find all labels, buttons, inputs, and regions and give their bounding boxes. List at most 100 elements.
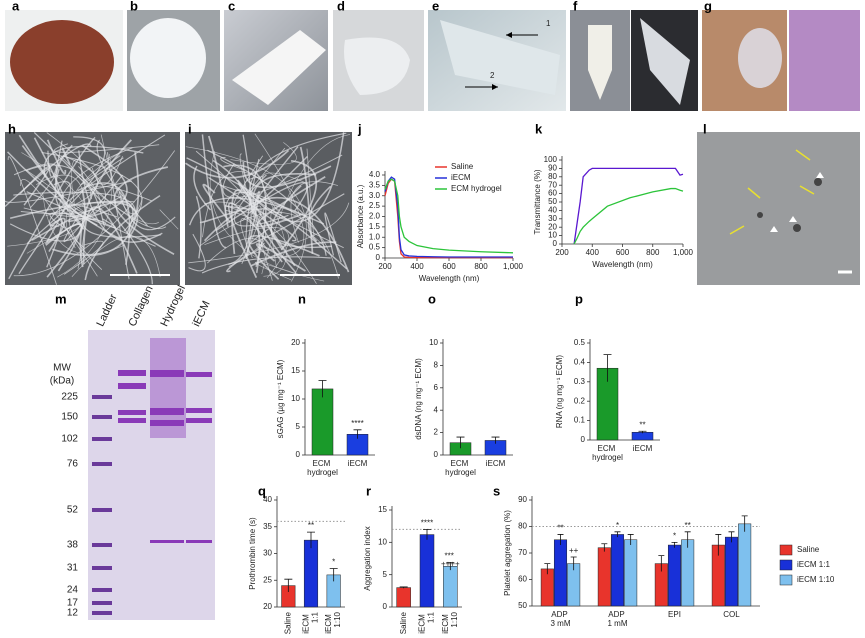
line: [384, 178, 514, 254]
error-bar: [741, 515, 748, 532]
panel-letter: j: [357, 121, 362, 136]
y-tick-label: 80: [518, 522, 527, 531]
y-axis-label: Aggregation index: [363, 526, 372, 591]
x-tick-label: 200: [378, 262, 392, 271]
error-bar: [614, 531, 621, 538]
arrowhead: [506, 32, 512, 38]
y-tick-label: 6: [434, 383, 439, 392]
error-bar: [307, 531, 315, 549]
bar: [303, 539, 319, 608]
ladder-band: [92, 601, 112, 605]
fiber: [207, 135, 229, 227]
legend-label: Saline: [451, 162, 474, 171]
legend-swatch: [779, 544, 793, 556]
fiber: [25, 164, 105, 226]
x-tick-label: Saline: [283, 611, 292, 634]
bar: [553, 539, 568, 607]
bands: [118, 370, 212, 543]
y-tick-label: 30: [548, 214, 557, 223]
error-bar: [638, 430, 647, 434]
fiber: [186, 157, 267, 211]
y-axis-label: Absorbance (a.u.): [356, 184, 365, 248]
lane-label: Ladder: [94, 292, 119, 328]
y-tick-label: 5: [296, 422, 301, 431]
mw-marker: 102: [61, 434, 78, 445]
panel-letter: h: [8, 121, 16, 136]
y-tick-label: 15: [291, 366, 300, 375]
fiber: [202, 183, 231, 223]
y-tick-label: 0.2: [574, 396, 586, 405]
fiber: [245, 190, 261, 260]
error-bar: [353, 429, 362, 439]
lane-label: Collagen: [126, 284, 155, 328]
bar: [311, 388, 334, 456]
fibers: [4, 131, 351, 285]
significance: *: [616, 521, 619, 530]
y-tick-label: 20: [548, 222, 557, 231]
y-tick-label: 0: [553, 239, 558, 248]
x-tick-label: 800: [474, 262, 488, 271]
error-bar: [329, 568, 338, 582]
significance: **: [557, 524, 563, 533]
legend-swatch: [779, 574, 793, 586]
fiber: [207, 149, 327, 256]
gel: [738, 28, 782, 88]
ladder-band: [92, 543, 112, 547]
fiber: [4, 180, 132, 203]
y-tick-label: 60: [548, 189, 557, 198]
ladder-band: [92, 437, 112, 441]
bar: [738, 523, 752, 607]
fiber: [65, 152, 120, 249]
x-tick-label: iECM 1:1: [302, 611, 320, 633]
panel-letter: b: [130, 0, 138, 13]
y-axis-label: RNA (ng mg⁻¹ ECM): [555, 355, 564, 428]
panel-letter: m: [55, 291, 67, 306]
y-tick-label: 0.3: [574, 377, 586, 386]
bar: [443, 566, 458, 608]
mw-marker: 76: [67, 459, 79, 470]
error-bar: [601, 543, 608, 552]
ladder-band: [92, 588, 112, 592]
x-tick-label: ECM hydrogel: [307, 459, 338, 477]
x-tick-label: 400: [586, 248, 600, 257]
bar: [610, 534, 625, 607]
error-bar: [627, 534, 634, 546]
x-tick-label: EPI: [668, 610, 681, 619]
fiber: [20, 179, 98, 277]
y-axis-label: dsDNA (ng mg⁻¹ ECM): [414, 358, 423, 440]
fiber: [210, 150, 325, 282]
y-tick-label: 3.0: [369, 191, 381, 200]
error-bar: [446, 561, 455, 571]
panel-letters: a b c d e f g h i j k l m n o p q r s: [8, 0, 712, 498]
fiber: [228, 134, 252, 265]
lane-label: iECM: [190, 299, 212, 328]
x-tick-label: ECM hydrogel: [592, 444, 623, 462]
fiber: [208, 176, 297, 242]
y-tick-label: 100: [544, 155, 558, 164]
bar: [631, 431, 654, 441]
fiber: [67, 144, 128, 223]
powder: [130, 18, 206, 98]
fiber: [36, 174, 86, 269]
bar: [681, 539, 695, 607]
bar: [597, 547, 611, 607]
fiber: [7, 152, 86, 247]
fiber: [46, 223, 83, 278]
x-tick-label: iECM 1:10: [324, 611, 342, 633]
significance: **: [308, 521, 314, 530]
legend-label: Saline: [797, 545, 820, 554]
fiber: [270, 207, 283, 269]
x-tick-label: iECM: [633, 444, 653, 453]
mw-marker: 31: [67, 563, 79, 574]
y-tick-label: 70: [518, 548, 527, 557]
y-axis-label: Transmittance (%): [533, 169, 542, 234]
significance: **: [685, 521, 691, 530]
legend-swatch: [779, 559, 793, 571]
fiber: [48, 217, 66, 252]
y-tick-label: 35: [263, 522, 272, 531]
y-tick-label: 40: [548, 206, 557, 215]
fiber: [100, 134, 143, 214]
error-bar: [399, 586, 408, 589]
tube: [588, 25, 612, 100]
fiber: [33, 131, 153, 285]
